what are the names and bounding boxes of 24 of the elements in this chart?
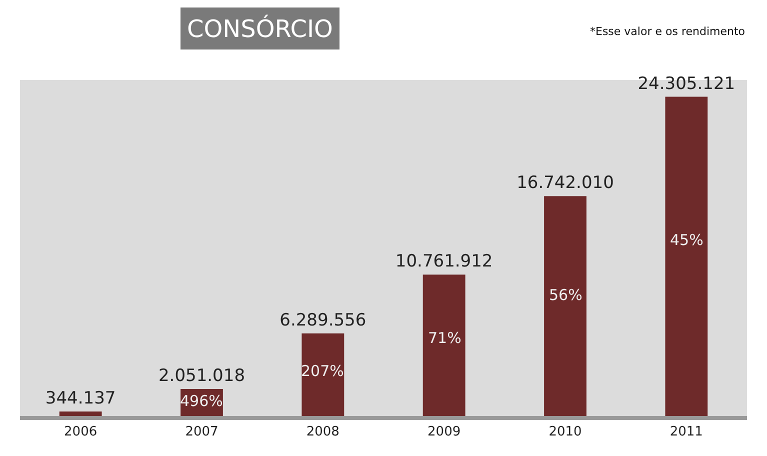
chart-title: CONSÓRCIO: [187, 14, 333, 43]
data-label: 344.137: [45, 388, 116, 408]
x-tick-label: 2008: [306, 424, 340, 440]
x-tick-label: 2009: [428, 424, 461, 440]
x-tick-label: 2011: [670, 424, 703, 440]
x-tick-label: 2007: [185, 424, 218, 440]
bar: [665, 96, 708, 416]
data-label: 6.289.556: [280, 310, 366, 330]
text: *Esse valor e os rendimento: [590, 25, 746, 38]
bar: [302, 333, 344, 416]
data-label: 16.742.010: [516, 173, 614, 194]
annotation: 45%: [670, 231, 704, 249]
x-tick-label: 2006: [64, 424, 98, 440]
data-label: 10.761.912: [395, 252, 493, 272]
bar: [422, 274, 466, 416]
data-label: 2.051.018: [158, 366, 246, 386]
annotation: 207%: [301, 362, 344, 380]
data-label: 24.305.121: [638, 74, 736, 94]
bar: [59, 411, 102, 416]
x-tick-label: 2010: [548, 424, 582, 440]
annotation: 56%: [549, 286, 582, 304]
annotation: 71%: [428, 329, 462, 347]
bar: [544, 196, 586, 416]
annotation: 496%: [180, 392, 223, 410]
